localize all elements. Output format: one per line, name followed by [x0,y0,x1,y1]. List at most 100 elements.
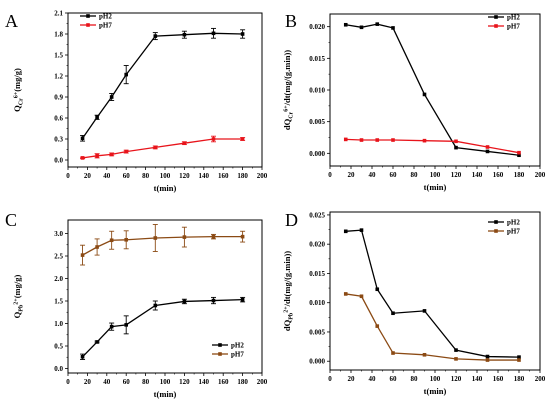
data-point [485,145,490,149]
data-point [485,358,490,362]
y-axis-label: dQCr6+/dt(mg/(g.min)) [282,50,295,130]
panel-letter: C [5,210,17,230]
data-point [182,141,187,145]
legend-marker [86,23,90,27]
data-point [359,25,364,30]
panel-letter: A [5,11,18,31]
series-ph7 [80,135,246,160]
x-tick-label: 60 [123,172,131,180]
y-tick-label: 0.020 [309,23,325,31]
x-tick-label: 120 [179,172,190,180]
x-tick-label: 40 [369,375,377,383]
x-tick-label: 180 [237,172,248,180]
data-point [375,287,380,292]
legend-label: pH2 [507,219,520,227]
data-point [517,150,521,155]
y-axis-label: dQPb2+/dt(mg/(g.min)) [282,251,295,331]
data-point [80,253,85,257]
y-tick-label: 0.015 [309,55,325,63]
data-point [454,145,458,150]
data-point [454,357,458,361]
series-line [345,23,520,156]
y-tick-label: 1.5 [54,298,63,306]
data-point [182,235,187,239]
y-tick-label: 0.020 [309,241,325,249]
data-point [153,34,158,38]
y-tick-label: 0.005 [309,328,325,336]
y-tick-label: 2.0 [54,275,63,283]
data-point [375,138,380,142]
data-point [95,245,99,249]
y-tick-label: 0.0 [54,365,63,373]
data-point [211,31,216,36]
y-tick-label: 0.000 [309,358,325,366]
data-point [211,137,216,141]
plot-frame [329,13,541,167]
x-tick-label: 0 [328,171,332,179]
data-point [240,32,245,36]
series-ph7 [343,137,521,155]
data-point [240,234,245,239]
y-tick-label: 0.0 [54,157,63,165]
legend-label: pH2 [231,342,244,350]
data-point [240,297,245,302]
data-point [485,149,490,154]
y-label-main: dQ [282,118,292,130]
x-tick-label: 100 [430,171,441,179]
y-tick-label: 0.9 [54,94,63,102]
y-tick-label: 1.2 [54,73,63,81]
y-tick-label: 0.010 [309,299,325,307]
data-point [359,228,364,232]
x-axis-label: t(min) [154,183,177,193]
y-label-tail: (mg/g) [12,68,22,92]
x-axis-label: t(min) [424,182,447,192]
y-label-superscript: 6+ [14,91,20,98]
x-tick-label: 120 [179,378,190,386]
y-label-superscript: 2+ [14,298,20,305]
x-tick-label: 140 [472,375,483,383]
x-tick-label: 200 [535,171,546,179]
x-tick-label: 0 [66,378,70,386]
chart-panel-a: A 0 20 40 60 80 100 120 140 160 180 200 0.0 0.3 0.6 0.9… [5,10,268,194]
legend-marker [86,14,90,18]
y-tick-label: 0.025 [309,211,325,219]
x-tick-label: 20 [84,172,92,180]
y-tick-label: 1.5 [54,52,63,60]
x-tick-label: 60 [390,171,398,179]
y-label-main: dQ [282,319,292,331]
series-ph2 [80,296,246,360]
legend-marker [218,352,222,356]
data-point [109,324,114,329]
data-point [124,149,128,154]
data-point [343,137,348,142]
data-point [422,92,427,97]
data-point [109,95,114,99]
data-point [80,156,85,160]
plot-frame [329,211,541,371]
series-line [82,32,243,139]
y-label-main: Q [12,105,22,112]
data-point [153,303,158,308]
data-point [391,351,395,355]
y-tick-label: 3.0 [54,230,63,238]
data-point [375,22,380,26]
data-point [153,236,158,240]
y-label-tail: (mg/g) [12,275,22,299]
data-point [95,115,99,120]
x-tick-label: 100 [430,375,441,383]
series-ph2 [343,228,521,359]
data-point [211,234,216,239]
x-tick-label: 80 [142,378,150,386]
panel-letter: B [285,11,297,31]
y-tick-label: 2.1 [54,10,63,18]
data-point [124,323,128,327]
data-point [485,354,490,359]
x-tick-label: 200 [257,172,268,180]
y-tick-label: 0.3 [54,136,63,144]
series-ph7 [343,292,521,362]
data-point [517,153,521,158]
x-tick-label: 200 [535,375,546,383]
y-label-tail: /dt(mg/(g.min)) [282,50,292,107]
